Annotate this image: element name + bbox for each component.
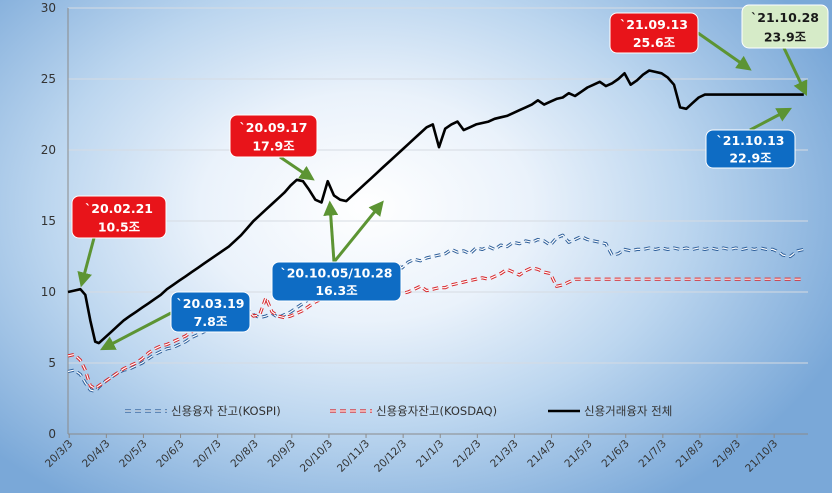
x-tick-label: 21/8/3 xyxy=(674,438,706,470)
y-tick-label-10: 10 xyxy=(41,285,56,299)
annotation-box-5 xyxy=(705,129,796,169)
annotation-arrow-6-0 xyxy=(782,47,808,97)
annotation-value-6: 23.9조 xyxy=(764,30,807,45)
annotation-value-1: 7.8조 xyxy=(194,314,228,329)
y-tick-label-5: 5 xyxy=(48,356,56,370)
annotation-date-3: `20.10.05/10.28 xyxy=(280,266,392,281)
y-tick-label-25: 25 xyxy=(41,72,56,86)
annotation-box-6 xyxy=(741,4,829,49)
x-tick-label: 21/10/3 xyxy=(743,438,780,475)
x-tick-label: 20/6/3 xyxy=(154,438,186,470)
x-tick-label: 20/11/3 xyxy=(335,438,372,475)
y-tick-label-30: 30 xyxy=(41,1,56,15)
series-line-2 xyxy=(67,69,804,345)
annotation-arrow-0-0 xyxy=(77,237,96,288)
y-tick-label-0: 0 xyxy=(48,427,56,441)
x-tick-label: 20/5/3 xyxy=(117,438,149,470)
annotation-value-5: 22.9조 xyxy=(729,150,772,165)
series-line-0-inner xyxy=(67,234,804,392)
annotation-box-1 xyxy=(170,291,251,333)
y-tick-label-15: 15 xyxy=(41,214,56,228)
x-tick-label: 20/3/3 xyxy=(43,438,75,470)
annotation-value-2: 17.9조 xyxy=(252,139,295,154)
annotation-date-0: `20.02.21 xyxy=(85,201,153,216)
annotation-date-5: `21.10.13 xyxy=(717,133,785,148)
annotation-box-0 xyxy=(71,195,167,239)
annotation-date-2: `20.09.17 xyxy=(240,120,308,135)
x-tick-label: 20/12/3 xyxy=(372,438,409,475)
annotation-arrow-4-0 xyxy=(697,31,752,71)
annotation-box-3 xyxy=(271,261,402,302)
legend-label-0: 신용융자 잔고(KOSPI) xyxy=(171,404,281,418)
annotation-arrow-1-0 xyxy=(100,311,172,351)
annotation-value-0: 10.5조 xyxy=(98,220,141,235)
annotation-date-6: `21.10.28 xyxy=(751,10,819,25)
x-tick-label: 21/1/3 xyxy=(414,438,446,470)
x-tick-label: 21/3/3 xyxy=(488,438,520,470)
annotation-arrow-3-1 xyxy=(332,200,384,263)
x-tick-label: 20/4/3 xyxy=(80,438,112,470)
series-line-1-inner xyxy=(67,267,804,390)
x-tick-label: 21/9/3 xyxy=(711,438,743,470)
annotation-box-4 xyxy=(609,12,699,54)
legend-label-2: 신용거래융자 전체 xyxy=(584,404,672,418)
x-tick-label: 21/2/3 xyxy=(451,438,483,470)
annotation-value-4: 25.6조 xyxy=(633,35,676,50)
x-tick-label: 21/5/3 xyxy=(562,438,594,470)
annotation-box-2 xyxy=(229,114,318,158)
annotation-arrow-5-0 xyxy=(749,107,792,132)
y-tick-label-20: 20 xyxy=(41,143,56,157)
x-tick-label: 20/10/3 xyxy=(298,438,335,475)
annotation-arrow-3-0 xyxy=(323,200,339,263)
annotation-arrow-2-0 xyxy=(279,155,315,181)
annotation-date-4: `21.09.13 xyxy=(620,17,688,32)
annotation-value-3: 16.3조 xyxy=(315,283,358,298)
annotation-date-1: `20.03.19 xyxy=(177,296,245,311)
x-tick-label: 21/4/3 xyxy=(525,438,557,470)
x-tick-label: 20/7/3 xyxy=(191,438,223,470)
x-tick-label: 20/8/3 xyxy=(228,438,260,470)
x-tick-label: 21/6/3 xyxy=(599,438,631,470)
x-tick-label: 20/9/3 xyxy=(266,438,298,470)
legend-label-1: 신용융자잔고(KOSDAQ) xyxy=(376,404,497,418)
x-tick-label: 21/7/3 xyxy=(637,438,669,470)
